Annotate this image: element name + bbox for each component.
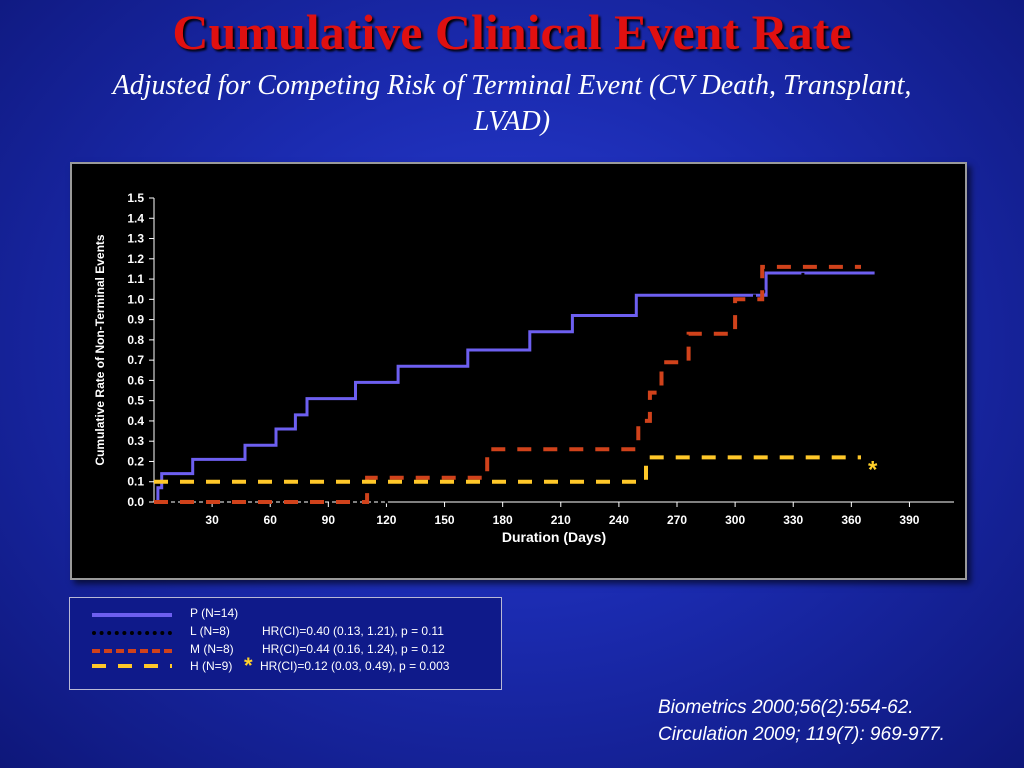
legend-label-p: P (N=14) [190,606,239,620]
x-tick-label: 300 [725,513,745,527]
y-tick-label: 0.6 [127,373,144,387]
y-tick-label: 1.5 [127,191,144,205]
significance-star: * [868,456,878,483]
reference-2: Circulation 2009; 119(7): 969-977. [658,724,945,745]
x-tick-label: 90 [322,513,336,527]
y-tick-label: 0.9 [127,313,144,327]
x-tick-label: 270 [667,513,687,527]
legend-swatch-p [92,613,172,617]
chart-panel: 0.0 0.1 0.2 0.3 0.4 0.5 0.6 0.7 0.8 0.9 1.0 1.1 1.2 1… [70,162,967,580]
y-tick-label: 0.4 [127,414,144,428]
reference-1: Biometrics 2000;56(2):554-62. [658,697,914,718]
legend-item-h: H (N=9) * HR(CI)=0.12 (0.03, 0.49), p = … [70,653,501,678]
series-line-h [154,455,861,484]
legend-stat-m: HR(CI)=0.44 (0.16, 1.24), p = 0.12 [262,642,445,656]
y-tick-label: 0.3 [127,434,144,448]
legend-label-l: L (N=8) [190,624,230,638]
legend-swatch-m [92,649,172,653]
legend-item-m: M (N=8) HR(CI)=0.44 (0.16, 1.24), p = 0.… [70,641,501,659]
y-axis-label: Cumulative Rate of Non-Terminal Events [93,234,107,465]
y-tick-label: 0.0 [127,495,144,509]
y-tick-label: 1.0 [127,292,144,306]
legend-significance-star: * [244,653,253,678]
x-tick-label: 390 [899,513,919,527]
slide-title: Cumulative Clinical Event Rate [172,4,852,60]
series-line-m [154,264,861,504]
legend-label-h: H (N=9) [190,659,233,673]
legend-swatch-h [92,664,172,668]
y-tick-label: 0.2 [127,454,144,468]
x-tick-label: 330 [783,513,803,527]
y-tick-label: 1.3 [127,232,144,246]
legend-stat-l: HR(CI)=0.40 (0.13, 1.21), p = 0.11 [262,624,444,638]
legend-item-p: P (N=14) [70,605,501,623]
series-line-p [156,271,875,502]
y-tick-label: 1.2 [127,252,144,266]
y-tick-label: 0.5 [127,394,144,408]
legend: P (N=14) L (N=8) HR(CI)=0.40 (0.13, 1.21… [69,597,502,690]
x-tick-label: 30 [205,513,219,527]
legend-item-l: L (N=8) HR(CI)=0.40 (0.13, 1.21), p = 0.… [70,623,501,641]
legend-stat-h: HR(CI)=0.12 (0.03, 0.49), p = 0.003 [260,659,450,673]
x-tick-label: 150 [435,513,455,527]
event-rate-chart: 0.0 0.1 0.2 0.3 0.4 0.5 0.6 0.7 0.8 0.9 1.0 1.1 1.2 1… [93,191,954,545]
legend-swatch-l [92,631,172,635]
series-line-l [154,198,954,504]
slide-subtitle: Adjusted for Competing Risk of Terminal … [112,70,912,137]
legend-label-m: M (N=8) [190,642,234,656]
x-tick-label: 60 [264,513,278,527]
x-tick-label: 180 [493,513,513,527]
y-tick-label: 1.4 [127,211,144,225]
x-axis-label: Duration (Days) [502,529,606,545]
y-tick-label: 0.8 [127,333,144,347]
y-tick-label: 0.1 [127,475,144,489]
x-tick-label: 120 [376,513,396,527]
x-tick-label: 360 [841,513,861,527]
x-tick-label: 210 [551,513,571,527]
x-tick-label: 240 [609,513,629,527]
y-tick-label: 0.7 [127,353,144,367]
y-tick-label: 1.1 [127,272,144,286]
references: Biometrics 2000;56(2):554-62. Circulatio… [658,694,1018,748]
